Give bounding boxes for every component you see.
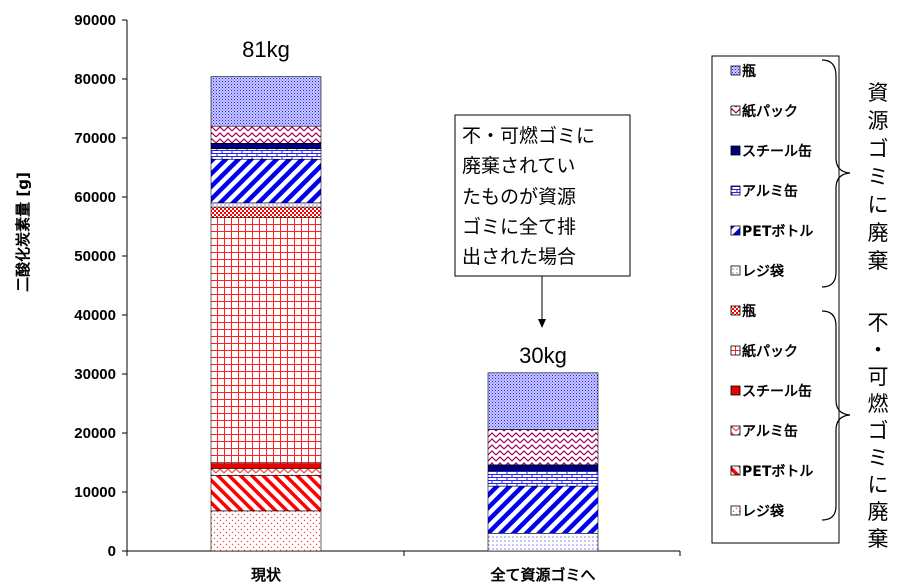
legend-label: 紙パック	[742, 343, 798, 360]
y-tick-label: 20000	[74, 425, 116, 442]
bar-segment	[210, 463, 322, 469]
bar-segment	[210, 510, 322, 552]
legend-swatch	[730, 225, 741, 236]
group-label-resource-char: 源	[868, 109, 889, 133]
bar-segment	[210, 217, 322, 464]
y-tick-label: 0	[108, 543, 116, 560]
category-label: 全て資源ゴミへ	[489, 566, 595, 584]
group-label-combustible-char: 可	[868, 365, 889, 389]
group-brace-combustible	[821, 310, 851, 521]
annotation-line: 廃棄されてい	[462, 155, 575, 177]
bar-segments	[210, 76, 599, 552]
y-tick-label: 60000	[74, 189, 116, 206]
legend: 瓶紙パックスチール缶アルミ缶PETボトルレジ袋瓶紙パックスチール缶アルミ缶PET…	[711, 55, 889, 551]
annotation-arrow-head	[538, 319, 546, 328]
bar-segment	[487, 372, 599, 430]
legend-swatch	[730, 265, 741, 276]
y-tick-label: 10000	[74, 484, 116, 501]
legend-swatch	[730, 425, 741, 436]
group-label-resource-char: ミ	[868, 165, 889, 189]
bar-segment	[487, 464, 599, 472]
group-label-resource-char: 資	[868, 81, 889, 105]
legend-label: 瓶	[742, 63, 756, 80]
legend-swatch	[730, 305, 741, 316]
legend-swatch	[730, 65, 741, 76]
group-label-resource-char: ゴ	[868, 137, 889, 161]
bar-segment	[210, 148, 322, 160]
group-label-resource-char: に	[868, 193, 889, 217]
total-label: 81kg	[242, 37, 290, 62]
group-label-combustible-char: に	[868, 473, 889, 497]
y-tick-label: 30000	[74, 366, 116, 383]
group-label-combustible-char: 不	[868, 311, 889, 335]
legend-label: スチール缶	[742, 143, 812, 160]
bar-segment	[487, 532, 599, 552]
group-label-combustible-char: ・	[868, 338, 889, 362]
group-label-combustible-char: 燃	[868, 392, 889, 416]
bar-segment	[487, 470, 599, 487]
annotation-line: ゴミに全て排	[462, 216, 576, 238]
total-label: 30kg	[519, 343, 567, 368]
legend-label: アルミ缶	[742, 183, 798, 200]
group-label-combustible-char: 廃	[868, 500, 889, 524]
annotation-line: たものが資源	[462, 186, 576, 208]
bar-segment	[210, 143, 322, 149]
group-label-combustible-char: ゴ	[868, 419, 889, 443]
legend-swatch	[730, 385, 741, 396]
legend-label: レジ袋	[742, 263, 785, 280]
y-tick-label: 90000	[74, 12, 116, 29]
bar-segment	[487, 429, 599, 466]
y-tick-label: 70000	[74, 130, 116, 147]
legend-label: 瓶	[742, 303, 756, 320]
legend-label: PETボトル	[742, 224, 813, 240]
legend-swatch	[730, 145, 741, 156]
bar-segment	[210, 76, 322, 127]
legend-label: スチール缶	[742, 383, 812, 400]
bar-segment	[487, 485, 599, 534]
bar-segment	[210, 468, 322, 476]
bar-segment	[210, 206, 322, 218]
group-label-resource-char: 棄	[868, 249, 889, 273]
legend-swatch	[730, 465, 741, 476]
y-tick-label: 50000	[74, 248, 116, 265]
y-axis-label: 二酸化炭素量 [g]	[14, 172, 32, 292]
bar-segment	[210, 125, 322, 144]
y-tick-label: 80000	[74, 71, 116, 88]
legend-label: 紙パック	[742, 103, 798, 120]
legend-box	[711, 55, 840, 544]
bar-segment	[210, 202, 322, 208]
group-label-combustible-char: 棄	[868, 527, 889, 551]
legend-swatch	[730, 505, 741, 516]
group-brace-resource	[821, 59, 851, 288]
y-tick-label: 40000	[74, 307, 116, 324]
legend-label: レジ袋	[742, 503, 785, 520]
annotation-callout: 不・可燃ゴミに 廃棄されてい たものが資源 ゴミに全て排 出された場合	[454, 114, 631, 328]
legend-swatch	[730, 105, 741, 116]
legend-label: PETボトル	[742, 464, 813, 480]
bar-segment	[210, 475, 322, 512]
annotation-line: 出された場合	[462, 246, 576, 268]
legend-swatch	[730, 185, 741, 196]
bar-segment	[210, 158, 322, 204]
category-label: 現状	[251, 566, 282, 584]
legend-label: アルミ缶	[742, 423, 798, 440]
annotation-line: 不・可燃ゴミに	[462, 125, 595, 147]
y-axis-ticks: 0 10000 20000 30000 40000 50000 60000 70000 8000…	[74, 12, 127, 560]
legend-swatch	[730, 345, 741, 356]
group-label-resource-char: 廃	[868, 221, 889, 245]
group-label-combustible-char: ミ	[868, 446, 889, 470]
